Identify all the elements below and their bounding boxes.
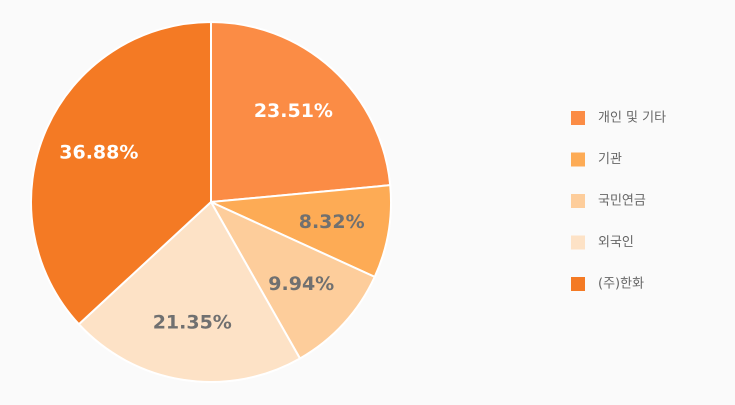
legend-label: 외국인 <box>598 235 634 250</box>
legend-label: (주)한화 <box>598 277 644 292</box>
legend-swatch <box>571 194 585 208</box>
value-label: 9.94% <box>268 273 334 295</box>
legend-swatch <box>571 235 585 250</box>
value-label: 8.32% <box>299 211 365 233</box>
pie-slice <box>208 199 377 360</box>
pie-slice <box>207 184 392 279</box>
pie-slice <box>30 20 212 326</box>
legend-swatch <box>571 152 585 167</box>
legend-label: 기관 <box>598 152 622 167</box>
legend-swatch <box>571 111 585 125</box>
value-label: 21.35% <box>153 311 232 333</box>
legend-swatch <box>571 277 585 291</box>
legend-label: 개인 및 기타 <box>598 111 666 126</box>
value-label: 36.88% <box>59 141 138 163</box>
pie-slice <box>77 200 302 383</box>
pie-slice <box>210 20 392 204</box>
legend-label: 국민연금 <box>598 194 646 209</box>
value-label: 23.51% <box>254 100 333 122</box>
